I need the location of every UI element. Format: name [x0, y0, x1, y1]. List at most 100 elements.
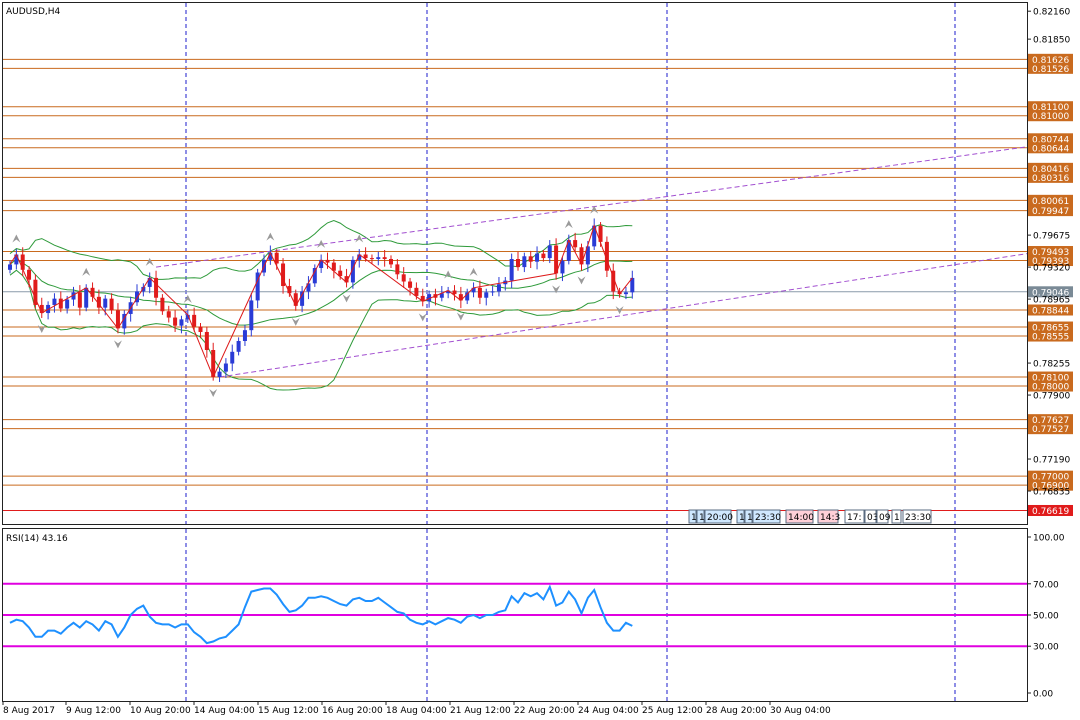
- level-price-tag: [1028, 162, 1073, 174]
- bear-candle: [160, 297, 165, 312]
- fractal-down-marker: [342, 294, 351, 303]
- bull-candle: [65, 299, 70, 309]
- time-tick-label: 8 Aug 2017: [3, 706, 55, 716]
- fractal-up-marker: [266, 232, 275, 241]
- bull-candle: [312, 268, 317, 284]
- fractal-up-marker: [82, 267, 91, 276]
- bull-candle: [223, 363, 228, 372]
- session-label: 14:00: [788, 513, 814, 523]
- fractal-down-marker: [552, 285, 561, 294]
- bull-candle: [350, 259, 355, 283]
- candlestick-series: [8, 218, 635, 382]
- bear-candle: [363, 254, 368, 259]
- bull-candle: [147, 277, 152, 287]
- bear-candle: [204, 331, 209, 351]
- bear-candle: [154, 277, 159, 298]
- chart-symbol-title: AUDUSD,H4: [6, 7, 61, 17]
- bear-candle: [33, 279, 38, 305]
- time-tick-label: 9 Aug 12:00: [66, 706, 121, 716]
- time-axis: 8 Aug 2017 9 Aug 12:00 10 Aug 20:00 14 Aug …: [2, 701, 831, 716]
- bull-candle: [585, 246, 590, 265]
- bull-candle: [439, 293, 444, 298]
- bull-candle: [376, 257, 381, 259]
- bear-candle: [109, 298, 114, 311]
- session-label: 23:30: [905, 513, 931, 523]
- level-price-label: 0.80316: [1032, 174, 1069, 184]
- session-label: 1: [739, 513, 745, 523]
- fractal-markers: [12, 205, 624, 398]
- session-box: [744, 509, 753, 524]
- session-box: [704, 509, 732, 524]
- bull-candle: [71, 292, 76, 300]
- bull-candle: [465, 292, 470, 301]
- fractal-up-marker: [469, 267, 478, 276]
- bull-candle: [509, 258, 514, 281]
- price-tick-label: 0.77900: [1033, 392, 1070, 402]
- bull-candle: [300, 291, 305, 306]
- bollinger-lo-band: [9, 269, 633, 391]
- bear-candle: [211, 350, 216, 378]
- session-label: 1: [691, 513, 697, 523]
- current-price-tag: [1028, 286, 1073, 298]
- level-price-tag: [1028, 304, 1073, 316]
- bear-candle: [598, 225, 603, 242]
- price-tick-label: 0.78965: [1033, 296, 1070, 306]
- bull-candle: [484, 292, 489, 298]
- level-price-label: 0.77627: [1032, 416, 1069, 426]
- time-tick-label: 25 Aug 12:00: [642, 706, 703, 716]
- bear-candle: [452, 290, 457, 295]
- fractal-down-marker: [418, 313, 427, 322]
- rsi-tick-label: 70.00: [1033, 580, 1059, 590]
- session-box: [817, 509, 839, 524]
- level-price-tag: [1028, 321, 1073, 333]
- session-label: 23:30: [755, 513, 781, 523]
- fractal-down-marker: [615, 306, 624, 315]
- bull-candle: [217, 371, 222, 378]
- bear-candle: [408, 281, 413, 288]
- bear-candle: [458, 294, 463, 301]
- rsi-tick-label: 100.00: [1033, 534, 1065, 544]
- level-price-tag: [1028, 101, 1073, 113]
- level-price-tag: [1028, 414, 1073, 426]
- level-price-label: 0.78100: [1032, 374, 1069, 384]
- session-box: [864, 509, 877, 524]
- fractal-down-marker: [456, 312, 465, 321]
- fractal-up-marker: [564, 220, 573, 229]
- bear-candle: [414, 287, 419, 296]
- level-price-tag: [1028, 171, 1073, 183]
- level-price-tag: [1028, 246, 1073, 258]
- time-tick-label: 16 Aug 20:00: [322, 706, 383, 716]
- bull-candle: [135, 291, 139, 303]
- price-tick-label: 0.78255: [1033, 360, 1070, 370]
- bull-candle: [249, 300, 254, 331]
- fractal-down-marker: [291, 317, 300, 326]
- bull-candle: [560, 260, 565, 274]
- fractal-up-marker: [145, 257, 154, 266]
- session-boxes: 1 1 20:00 1 1 23:30 14:00 14:3 17: 03 09 1 23:30: [688, 509, 932, 524]
- price-tick-label: 0.76835: [1033, 488, 1070, 498]
- level-price-tag: [1028, 371, 1073, 383]
- bear-candle: [198, 326, 203, 332]
- session-box: [696, 509, 705, 524]
- price-tick-label: 0.82160: [1033, 8, 1070, 18]
- bear-candle: [477, 287, 482, 298]
- level-price-tag: [1028, 255, 1073, 267]
- session-box: [902, 509, 932, 524]
- level-price-label: 0.78000: [1032, 383, 1069, 393]
- bear-candle: [58, 298, 63, 309]
- level-price-tag: [1028, 62, 1073, 74]
- bear-candle: [77, 292, 82, 308]
- bull-candle: [14, 254, 19, 265]
- price-tick-label: 0.77190: [1033, 456, 1070, 466]
- bull-candle: [255, 272, 260, 301]
- bear-candle: [281, 263, 286, 287]
- bull-candle: [357, 254, 362, 260]
- session-label: 1: [699, 513, 705, 523]
- bear-candle: [90, 287, 95, 297]
- bear-candle: [173, 317, 178, 326]
- session-label: 1: [894, 513, 900, 523]
- fractal-up-marker: [355, 234, 364, 243]
- price-axis: 0.82160 0.81850 0.79675 0.79320 0.78965 0.782…: [1027, 8, 1070, 498]
- level-price-tag: [1028, 133, 1073, 145]
